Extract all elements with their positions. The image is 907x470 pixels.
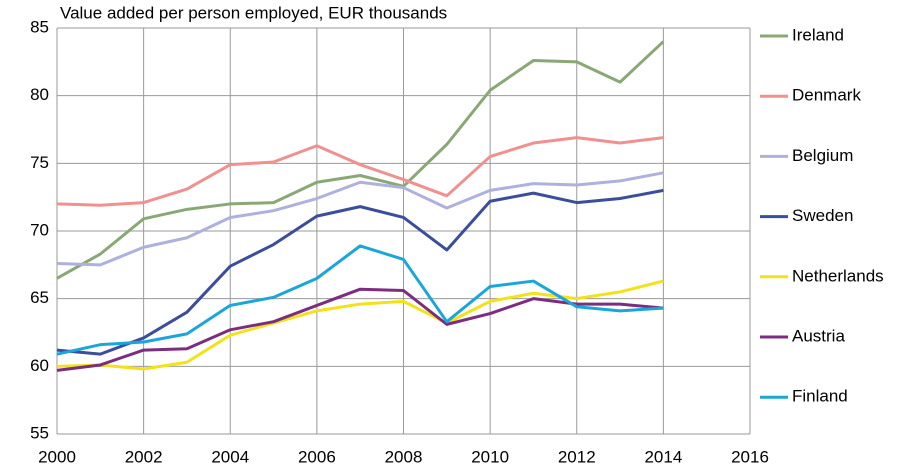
y-tick-label: 75 bbox=[30, 153, 49, 172]
y-tick-label: 55 bbox=[30, 423, 49, 442]
series-line bbox=[56, 188, 664, 356]
chart-title: Value added per person employed, EUR tho… bbox=[60, 3, 447, 22]
x-tick-label: 2016 bbox=[731, 447, 769, 466]
x-tick-label: 2010 bbox=[471, 447, 509, 466]
legend-label: Denmark bbox=[792, 86, 861, 105]
x-tick-label: 2006 bbox=[298, 447, 336, 466]
y-tick-label: 65 bbox=[30, 288, 49, 307]
x-tick-label: 2014 bbox=[644, 447, 682, 466]
y-tick-label: 80 bbox=[30, 85, 49, 104]
legend-label: Ireland bbox=[792, 25, 844, 44]
legend-label: Austria bbox=[792, 326, 845, 345]
y-tick-label: 70 bbox=[30, 220, 49, 239]
x-tick-label: 2008 bbox=[385, 447, 423, 466]
series-line bbox=[56, 244, 664, 356]
legend-label: Sweden bbox=[792, 206, 853, 225]
y-tick-label: 60 bbox=[30, 356, 49, 375]
series-line bbox=[56, 171, 664, 267]
y-tick-label: 85 bbox=[30, 17, 49, 36]
legend-label: Belgium bbox=[792, 146, 853, 165]
series-line bbox=[56, 279, 664, 371]
x-tick-label: 2004 bbox=[211, 447, 249, 466]
x-tick-label: 2000 bbox=[38, 447, 76, 466]
series-line bbox=[56, 40, 665, 280]
legend-label: Netherlands bbox=[792, 266, 884, 285]
series-line bbox=[56, 136, 664, 207]
x-tick-label: 2002 bbox=[125, 447, 163, 466]
x-tick-label: 2012 bbox=[558, 447, 596, 466]
legend-label: Finland bbox=[792, 387, 848, 406]
series-line bbox=[56, 287, 664, 372]
